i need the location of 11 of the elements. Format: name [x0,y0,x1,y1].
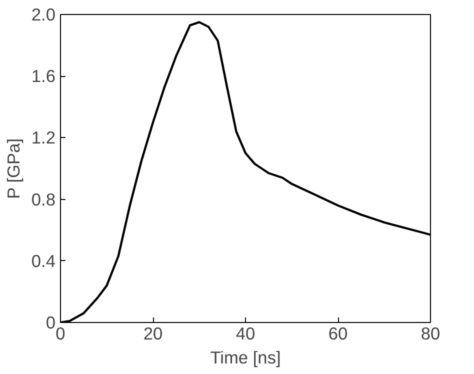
x-tick-label: 20 [143,324,163,344]
x-axis-title: Time [ns] [210,348,281,368]
y-tick-label: 0.4 [31,250,56,271]
x-tick-label: 60 [328,324,348,344]
y-tick-label: 0.8 [31,189,56,210]
y-tick-label: 1.2 [31,128,56,148]
x-tick-label: 40 [236,324,256,344]
y-tick-label: 1.6 [31,66,56,86]
x-tick-label: 80 [420,324,440,344]
y-tick-label: 2.0 [31,4,56,24]
y-axis-title: P [GPa] [3,138,24,199]
